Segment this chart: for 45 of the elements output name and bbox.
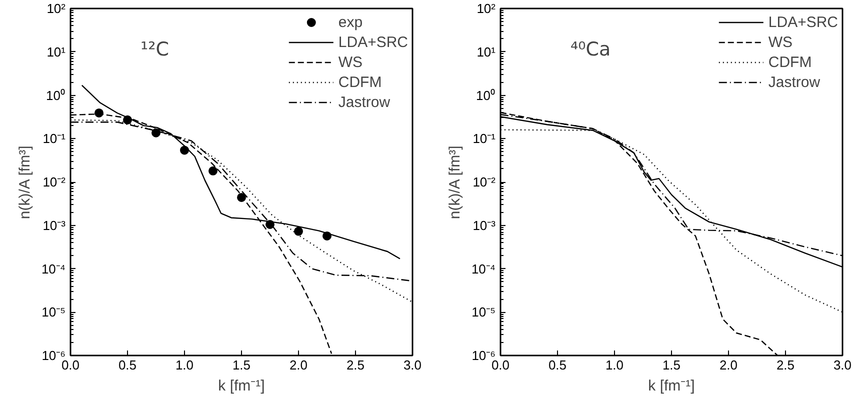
legend-label: exp [338, 14, 363, 30]
x-axis-title: k [fm⁻¹] [218, 378, 265, 394]
x-tick-label: 3.0 [833, 358, 852, 372]
x-tick-label: 1.5 [662, 358, 681, 372]
y-axis-title: n(k)/A [fm³] [446, 146, 464, 220]
legend-label: CDFM [768, 54, 812, 70]
y-tick-label: 10² [46, 1, 66, 16]
x-tick-label: 2.5 [346, 358, 365, 372]
x-tick-label: 0.0 [61, 358, 80, 372]
annotation: ⁴⁰Ca [570, 38, 611, 60]
y-tick-label: 10¹ [476, 44, 496, 60]
x-tick-label: 2.5 [776, 358, 795, 372]
y-axis-title: n(k)/A [fm³] [16, 146, 34, 220]
annotation: ¹²C [140, 38, 169, 60]
x-tick-label: 0.5 [118, 358, 137, 372]
x-tick-label: 2.0 [289, 358, 308, 372]
y-tick-label: 10⁻³ [42, 218, 66, 233]
legend-label: LDA+SRC [768, 14, 838, 30]
legend-label: Jastrow [768, 74, 820, 90]
y-tick-label: 10⁻¹ [472, 131, 496, 146]
x-tick-label: 3.0 [403, 358, 422, 372]
y-tick-label: 10² [476, 1, 496, 16]
x-tick-label: 1.5 [232, 358, 251, 372]
y-tick-label: 10⁻⁴ [471, 261, 496, 276]
y-tick-label: 10⁻¹ [42, 131, 66, 146]
legend-label: LDA+SRC [338, 34, 408, 50]
y-tick-label: 10⁻² [472, 174, 496, 190]
legend-label: WS [768, 34, 793, 50]
legend-label: CDFM [338, 74, 382, 90]
x-tick-label: 1.0 [175, 358, 194, 372]
y-tick-label: 10⁻⁵ [472, 304, 496, 320]
x-tick-label: 0.5 [548, 358, 567, 372]
y-tick-label: 10⁻² [42, 174, 66, 190]
x-tick-label: 1.0 [605, 358, 624, 372]
legend-label: WS [338, 54, 363, 70]
y-tick-label: 10¹ [46, 44, 66, 60]
y-tick-label: 10⁻⁴ [41, 261, 66, 276]
x-axis-title: k [fm⁻¹] [648, 378, 695, 394]
legend-label: Jastrow [338, 94, 390, 110]
y-tick-label: 10⁻³ [472, 218, 496, 233]
y-tick-label: 10⁰ [46, 88, 66, 103]
x-tick-label: 0.0 [491, 358, 510, 372]
y-tick-label: 10⁰ [476, 88, 496, 103]
y-tick-label: 10⁻⁵ [42, 304, 66, 320]
x-tick-label: 2.0 [719, 358, 738, 372]
